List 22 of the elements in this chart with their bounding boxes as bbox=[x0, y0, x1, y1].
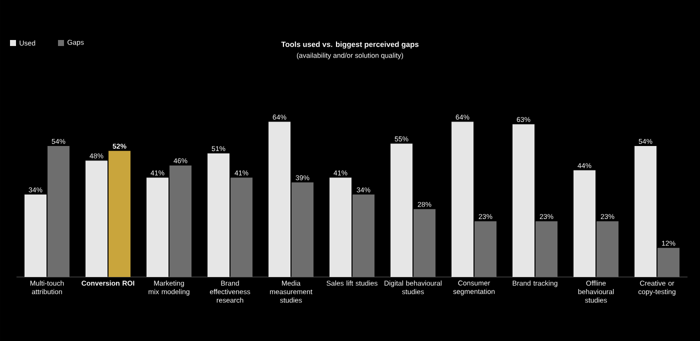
bar bbox=[634, 146, 657, 277]
bar bbox=[512, 124, 535, 277]
bar bbox=[208, 153, 230, 277]
bar bbox=[574, 170, 596, 277]
bar bbox=[24, 194, 47, 277]
bar bbox=[330, 178, 352, 277]
bar bbox=[268, 122, 291, 277]
bar bbox=[452, 122, 474, 277]
bar bbox=[474, 221, 497, 277]
bar bbox=[48, 146, 70, 277]
bar bbox=[352, 194, 375, 277]
bar bbox=[536, 221, 558, 277]
bar bbox=[414, 209, 436, 277]
bar bbox=[146, 178, 169, 277]
bar bbox=[596, 221, 619, 277]
bar bbox=[108, 150, 131, 277]
bar bbox=[658, 248, 680, 277]
bar bbox=[86, 160, 108, 277]
bar bbox=[390, 144, 413, 277]
bar bbox=[292, 182, 314, 277]
bar bbox=[230, 178, 253, 277]
bar bbox=[170, 165, 192, 277]
